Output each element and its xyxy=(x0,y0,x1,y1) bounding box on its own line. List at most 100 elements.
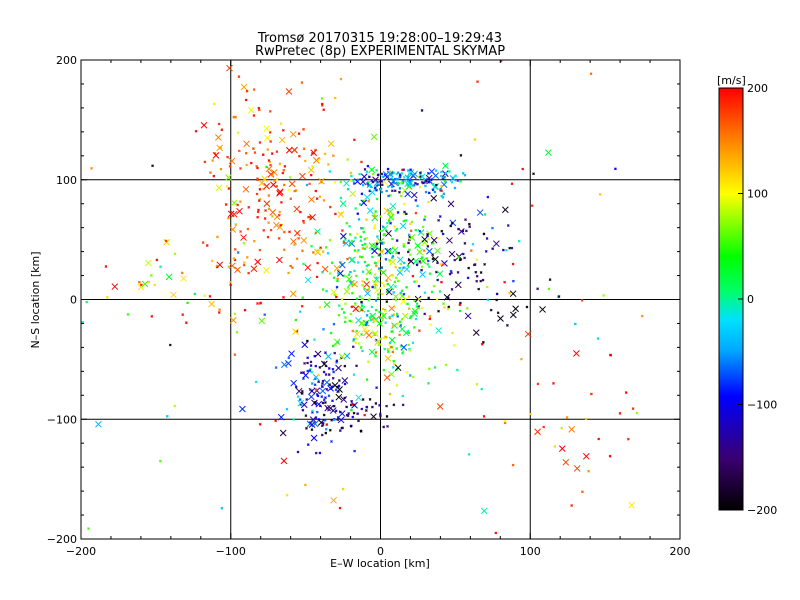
scatter-point xyxy=(548,278,552,281)
scatter-point xyxy=(626,437,630,441)
scatter-point xyxy=(363,193,371,201)
y-tick-label: 200 xyxy=(56,54,77,67)
scatter-point xyxy=(581,490,584,494)
scatter-point xyxy=(417,297,421,301)
scatter-point xyxy=(311,165,314,168)
scatter-point xyxy=(418,185,422,189)
scatter-point xyxy=(343,288,351,295)
scatter-point xyxy=(104,265,108,268)
scatter-point xyxy=(374,287,381,294)
scatter-point xyxy=(435,327,443,334)
scatter-point xyxy=(491,226,494,230)
scatter-point xyxy=(367,180,370,184)
scatter-point xyxy=(379,214,382,218)
scatter-point xyxy=(351,291,354,295)
scatter-point xyxy=(321,385,324,388)
scatter-point xyxy=(407,331,411,335)
scatter-point xyxy=(297,132,301,135)
scatter-point xyxy=(428,314,432,318)
scatter-point xyxy=(333,96,337,100)
scatter-point xyxy=(382,336,386,340)
scatter-point xyxy=(419,271,426,278)
scatter-point xyxy=(147,280,150,284)
scatter-point xyxy=(483,213,487,216)
scatter-point xyxy=(321,360,328,368)
scatter-point xyxy=(293,243,296,246)
scatter-point xyxy=(361,243,364,247)
scatter-point xyxy=(396,256,404,264)
scatter-point xyxy=(456,270,460,274)
scatter-point xyxy=(309,213,316,221)
scatter-point xyxy=(298,310,302,314)
scatter-point xyxy=(299,172,306,180)
scatter-point xyxy=(228,157,236,165)
scatter-point xyxy=(440,189,443,193)
scatter-point xyxy=(587,469,590,473)
scatter-point xyxy=(372,176,379,184)
scatter-point xyxy=(276,189,283,197)
scatter-point xyxy=(423,312,427,316)
scatter-point xyxy=(380,292,384,296)
scatter-point xyxy=(346,257,349,261)
scatter-point xyxy=(247,106,255,114)
scatter-point xyxy=(485,237,489,240)
scatter-point xyxy=(300,81,304,84)
scatter-point xyxy=(562,458,570,466)
scatter-point xyxy=(274,419,278,423)
x-axis-title: E–W location [km] xyxy=(330,557,430,570)
scatter-point xyxy=(371,317,375,321)
scatter-point xyxy=(304,276,312,284)
scatter-point xyxy=(640,314,644,318)
scatter-point xyxy=(389,170,392,173)
scatter-point xyxy=(303,159,307,163)
scatter-point xyxy=(343,320,347,324)
scatter-point xyxy=(283,165,287,168)
scatter-point xyxy=(393,280,397,284)
scatter-point xyxy=(379,269,387,276)
scatter-point xyxy=(440,280,443,284)
scatter-point xyxy=(397,251,401,255)
scatter-point xyxy=(391,324,395,328)
scatter-point xyxy=(590,392,593,396)
scatter-point xyxy=(278,210,282,214)
scatter-point xyxy=(311,420,319,428)
scatter-point xyxy=(381,307,385,311)
scatter-point xyxy=(508,246,512,250)
scatter-point xyxy=(313,383,317,387)
scatter-point xyxy=(399,262,403,266)
scatter-point xyxy=(365,378,369,381)
scatter-point xyxy=(418,329,421,332)
scatter-point xyxy=(287,188,291,192)
scatter-point xyxy=(328,272,332,275)
scatter-point xyxy=(463,256,466,260)
scatter-point xyxy=(388,315,391,319)
scatter-point xyxy=(322,370,326,374)
scatter-point xyxy=(245,256,249,259)
scatter-point xyxy=(534,428,541,436)
scatter-point xyxy=(378,229,382,233)
plot-gridlines xyxy=(81,60,680,539)
scatter-point xyxy=(287,356,291,360)
scatter-point xyxy=(350,305,354,309)
scatter-point xyxy=(323,301,331,309)
scatter-point xyxy=(349,179,353,182)
scatter-point xyxy=(360,199,368,207)
scatter-point xyxy=(225,184,229,188)
scatter-point xyxy=(469,249,473,252)
scatter-point xyxy=(361,283,365,287)
scatter-point xyxy=(340,297,344,301)
scatter-point xyxy=(336,271,340,275)
scatter-point xyxy=(384,257,388,261)
scatter-point xyxy=(396,314,400,318)
scatter-point xyxy=(377,247,381,251)
scatter-point xyxy=(301,249,304,253)
scatter-point xyxy=(367,360,370,364)
scatter-point xyxy=(608,353,612,357)
scatter-point xyxy=(386,425,389,428)
scatter-point xyxy=(256,215,260,219)
scatter-point xyxy=(295,257,299,261)
scatter-point xyxy=(442,192,446,196)
scatter-point xyxy=(582,452,590,460)
scatter-point xyxy=(374,261,378,265)
